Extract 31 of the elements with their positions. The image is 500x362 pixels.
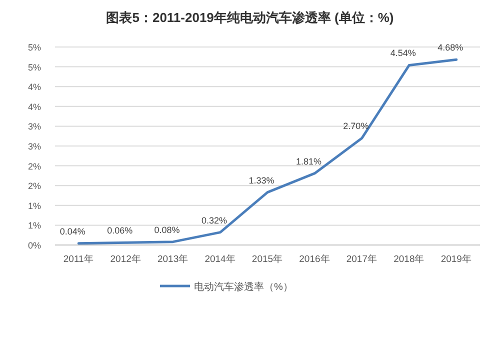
y-tick-label: 1% <box>28 220 41 231</box>
x-tick-label: 2014年 <box>204 253 236 265</box>
x-tick-label: 2019年 <box>440 253 472 265</box>
data-label: 4.68% <box>438 42 464 53</box>
x-tick-label: 2017年 <box>346 253 378 265</box>
data-label: 1.33% <box>248 175 274 186</box>
data-label: 4.54% <box>390 48 416 58</box>
x-tick-label: 2015年 <box>252 253 284 265</box>
y-tick-label: 2% <box>28 181 41 192</box>
data-label: 1.81% <box>296 156 322 166</box>
x-tick-label: 2011年 <box>63 253 94 265</box>
y-tick-label: 4% <box>28 102 41 112</box>
data-label: 0.04% <box>60 226 86 236</box>
data-label: 0.08% <box>154 224 180 235</box>
chart-title: 图表5：2011-2019年纯电动汽车渗透率 (单位：%) <box>106 10 394 25</box>
y-tick-label: 4% <box>28 82 41 92</box>
x-tick-label: 2016年 <box>299 253 330 265</box>
y-tick-label: 3% <box>28 142 41 152</box>
y-tick-label: 3% <box>28 122 41 132</box>
data-label: 0.32% <box>202 215 228 226</box>
data-label: 0.06% <box>107 226 133 236</box>
data-label: 2.70% <box>343 121 369 132</box>
legend-label: 电动汽车渗透率（%） <box>194 281 293 293</box>
y-tick-label: 2% <box>28 161 41 172</box>
y-tick-label: 1% <box>28 200 41 211</box>
x-tick-label: 2013年 <box>157 253 189 265</box>
y-tick-label: 5% <box>28 62 41 72</box>
y-tick-label: 5% <box>28 42 41 52</box>
y-tick-label: 0% <box>28 240 41 250</box>
x-tick-label: 2018年 <box>394 253 425 265</box>
x-tick-label: 2012年 <box>110 253 142 265</box>
